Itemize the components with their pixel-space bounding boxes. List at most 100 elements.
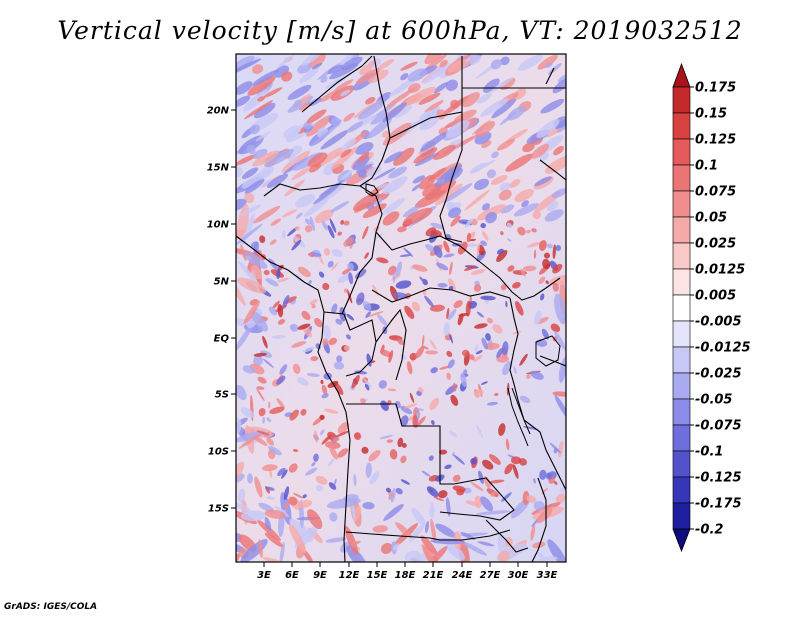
lat-label: 5S: [215, 390, 229, 401]
field-blob: [258, 407, 266, 417]
field-blob: [533, 249, 537, 259]
field-blob: [531, 228, 537, 233]
field-blob: [282, 209, 298, 218]
lat-label: EQ: [214, 334, 230, 345]
field-blob: [465, 300, 471, 317]
field-blob: [250, 265, 262, 280]
border-gabon-congo: [323, 311, 377, 377]
field-blob: [486, 169, 496, 179]
field-blob: [308, 54, 326, 69]
field-blob: [494, 393, 499, 396]
field-blob: [462, 541, 488, 556]
field-blob: [284, 501, 289, 510]
velocity-field: [236, 54, 566, 562]
field-blob: [395, 280, 412, 289]
field-blob: [550, 323, 561, 333]
field-blob: [418, 174, 436, 190]
field-blob: [420, 535, 438, 555]
field-blob: [276, 375, 286, 385]
field-blob: [498, 423, 506, 436]
field-blob: [419, 276, 428, 285]
colorbar-band: [672, 164, 691, 192]
field-blob: [378, 380, 387, 389]
field-blob: [253, 355, 263, 366]
field-blob: [365, 462, 372, 478]
field-blob: [297, 377, 309, 386]
field-blob: [243, 300, 261, 325]
field-blob: [482, 459, 494, 470]
field-blob: [249, 124, 260, 135]
field-blob: [309, 298, 318, 305]
field-blob: [277, 277, 290, 283]
field-blob: [505, 153, 534, 172]
field-blob: [507, 105, 526, 121]
field-blob: [389, 76, 418, 97]
field-blob: [549, 442, 562, 454]
field-blob: [328, 337, 337, 346]
field-blob: [331, 262, 339, 271]
field-blob: [445, 497, 451, 517]
field-blob: [310, 356, 319, 362]
lake-chad: [365, 183, 379, 197]
field-blob: [368, 450, 381, 462]
field-blob: [469, 162, 487, 174]
field-blob: [236, 502, 252, 512]
field-blob: [340, 148, 352, 158]
field-blob: [236, 58, 262, 74]
field-blob: [483, 78, 500, 93]
field-blob: [236, 325, 253, 351]
field-blob: [258, 165, 274, 179]
field-blob: [324, 408, 339, 414]
field-blob: [334, 79, 354, 91]
field-blob: [311, 303, 316, 309]
field-blob: [446, 120, 470, 138]
field-blob: [422, 62, 451, 84]
field-blob: [327, 260, 334, 268]
colorbar-label: -0.2: [695, 523, 723, 538]
field-blob: [328, 458, 335, 467]
field-blob: [478, 470, 484, 484]
field-blob: [303, 121, 312, 130]
field-blob: [310, 251, 322, 257]
field-blob: [397, 338, 404, 346]
field-blob: [464, 217, 474, 228]
field-blob: [328, 482, 337, 490]
field-blob: [321, 384, 328, 395]
colorbar-label: 0.005: [695, 289, 736, 304]
field-blob: [431, 419, 435, 426]
lon-label: 18E: [395, 570, 416, 581]
field-blob: [343, 288, 348, 293]
field-blob: [446, 372, 452, 381]
colorbar-label: -0.175: [695, 497, 742, 512]
field-blob: [404, 305, 415, 319]
field-blob: [395, 261, 403, 277]
field-blob: [515, 301, 524, 316]
field-blob: [244, 179, 265, 194]
border-sudan-east: [539, 67, 566, 181]
field-blob: [308, 280, 312, 285]
field-blob: [452, 382, 457, 392]
colorbar-band: [672, 398, 691, 426]
field-blob: [302, 494, 307, 499]
field-blob: [552, 263, 563, 274]
field-blob: [282, 295, 290, 308]
field-blob: [397, 437, 404, 448]
field-blob: [264, 532, 284, 548]
field-blob: [505, 300, 508, 308]
field-blob: [236, 154, 257, 166]
field-blob: [291, 167, 311, 181]
field-blob: [473, 388, 484, 398]
field-blob: [492, 324, 503, 334]
field-blob: [358, 99, 386, 120]
field-blob: [481, 140, 492, 149]
field-blob: [553, 145, 564, 156]
field-blob: [343, 237, 354, 247]
field-blob: [502, 361, 513, 376]
field-blob: [295, 212, 303, 219]
field-blob: [243, 252, 268, 269]
field-blob: [450, 99, 460, 109]
field-blob: [510, 456, 522, 465]
field-blob: [546, 201, 559, 212]
field-blob: [257, 376, 267, 384]
